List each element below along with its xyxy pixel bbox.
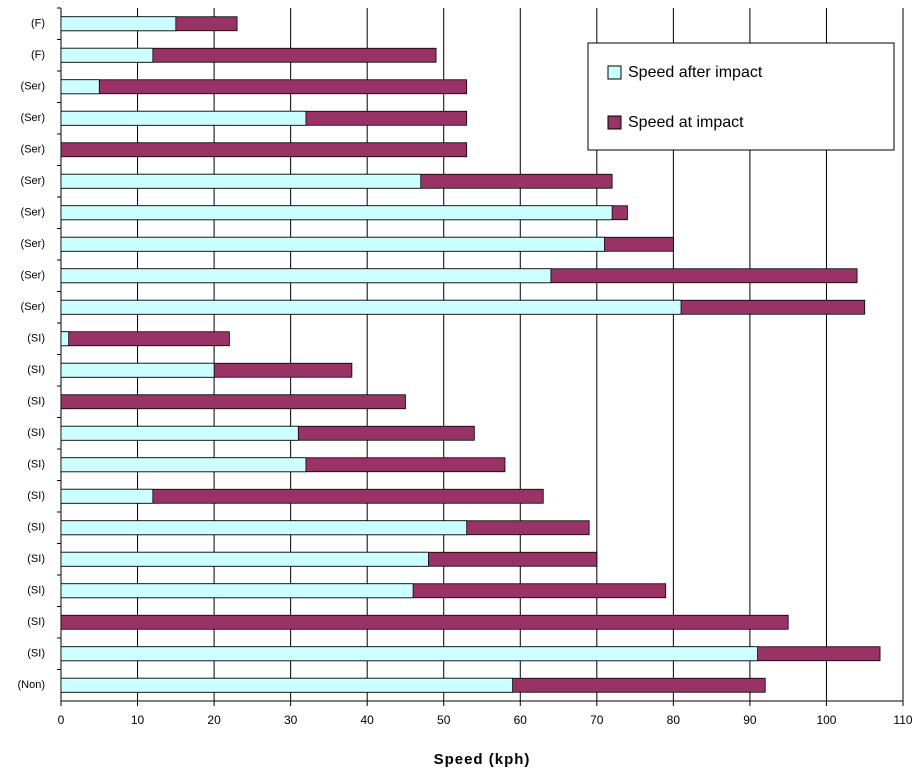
y-tick-label: (SI) (27, 585, 45, 597)
bar (60, 236, 605, 252)
y-tick-label: (SI) (27, 459, 45, 471)
y-tick-label: (SI) (27, 553, 45, 565)
bar (60, 16, 177, 32)
bar (60, 173, 422, 189)
x-axis-title: Speed (kph) (434, 751, 531, 768)
x-tick-label: 50 (437, 713, 451, 727)
legend-label: Speed after impact (628, 64, 763, 81)
legend-box (587, 42, 895, 151)
bar (60, 614, 789, 630)
x-tick-label: 100 (816, 713, 836, 727)
y-tick-label: (SI) (27, 490, 45, 502)
y-tick-label: (SI) (27, 364, 45, 376)
x-tick-label: 10 (131, 713, 145, 727)
bar (60, 646, 758, 662)
y-tick-label: (SI) (27, 616, 45, 628)
y-tick-label: (Ser) (21, 112, 45, 124)
bar (60, 425, 299, 441)
x-tick-label: 60 (514, 713, 528, 727)
bar (60, 362, 215, 378)
y-tick-label: (F) (31, 49, 45, 61)
bar (60, 142, 468, 158)
y-tick-label: (F) (31, 18, 45, 30)
x-tick-label: 0 (58, 713, 65, 727)
bar (60, 268, 552, 284)
legend-swatch (607, 115, 622, 130)
x-tick-label: 70 (590, 713, 604, 727)
bar (60, 520, 468, 536)
x-tick-label: 20 (207, 713, 221, 727)
bar (60, 205, 613, 221)
bar (60, 331, 70, 347)
legend-swatch (607, 65, 622, 80)
y-tick-label: (SI) (27, 522, 45, 534)
bar (60, 457, 307, 473)
bar (60, 79, 468, 95)
x-tick-label: 80 (667, 713, 681, 727)
y-tick-label: (Ser) (21, 238, 45, 250)
y-tick-label: (SI) (27, 396, 45, 408)
bar (60, 488, 154, 504)
y-tick-label: (Ser) (21, 207, 45, 219)
legend-label: Speed at impact (628, 114, 744, 131)
y-tick-label: (SI) (27, 333, 45, 345)
bar (60, 47, 154, 63)
y-tick-label: (Ser) (21, 144, 45, 156)
x-tick-label: 90 (743, 713, 757, 727)
x-tick-label: 30 (284, 713, 298, 727)
y-tick-label: (Ser) (21, 301, 45, 313)
bar (60, 331, 230, 347)
bar (60, 551, 429, 567)
bar (60, 110, 307, 126)
y-tick-label: (Non) (17, 679, 45, 691)
x-tick-label: 40 (361, 713, 375, 727)
bar (60, 583, 414, 599)
y-tick-label: (Ser) (21, 175, 45, 187)
x-tick-label: 110 (893, 713, 912, 727)
bar (60, 299, 682, 315)
bar (60, 677, 514, 693)
y-tick-label: (Ser) (21, 270, 45, 282)
bar (60, 394, 406, 410)
y-tick-label: (SI) (27, 648, 45, 660)
y-tick-label: (Ser) (21, 81, 45, 93)
bar (60, 79, 100, 95)
y-tick-label: (SI) (27, 427, 45, 439)
